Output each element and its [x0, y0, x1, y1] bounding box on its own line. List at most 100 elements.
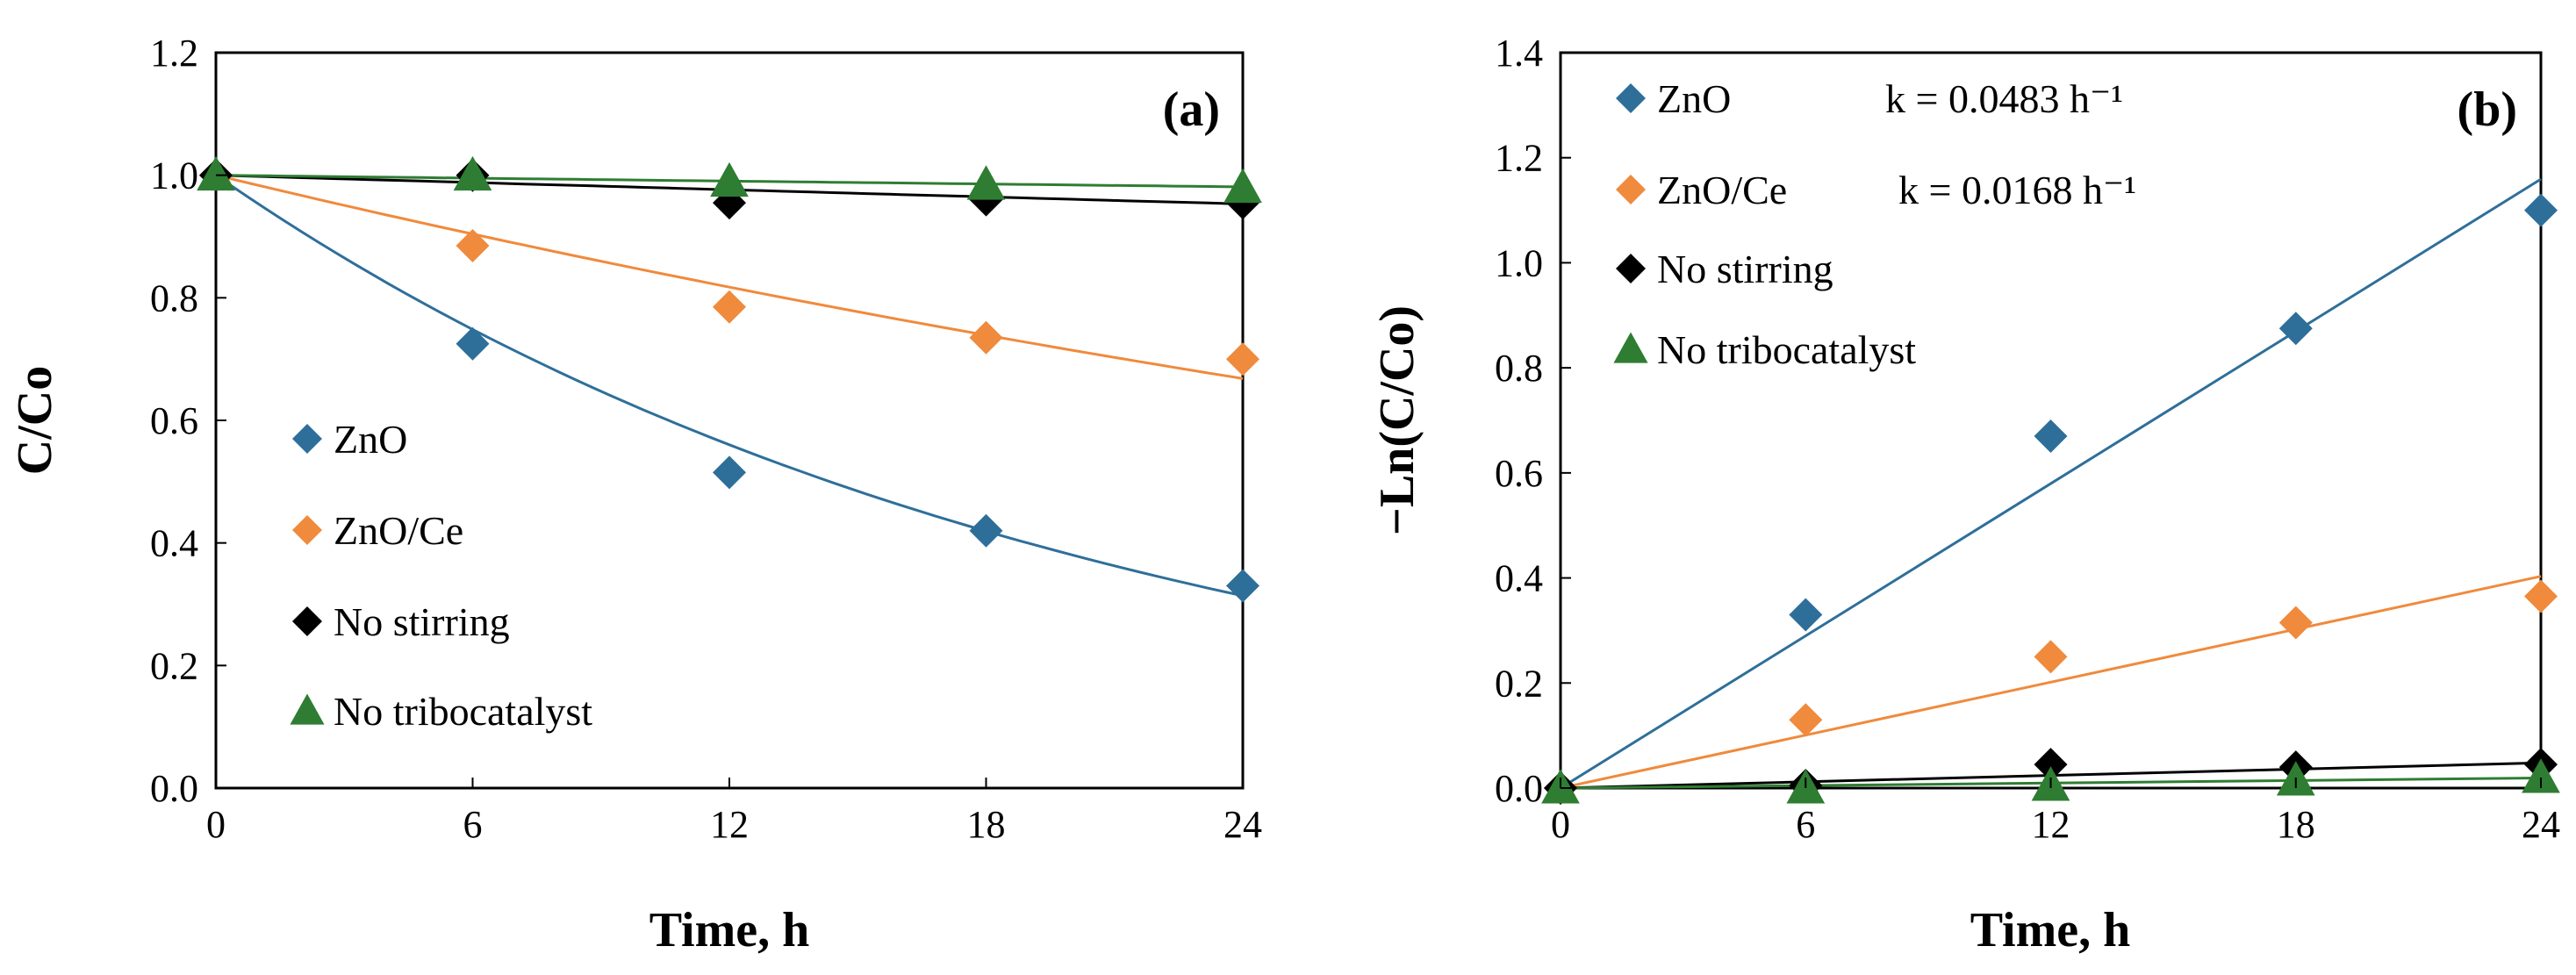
marker-shape: [1226, 342, 1259, 376]
data-point-znoce-b: [2034, 640, 2068, 674]
marker-shape: [456, 229, 490, 262]
x-tick-label: 24: [1223, 803, 1262, 846]
marker-shape: [1223, 168, 1262, 204]
legend-marker-shape: [1616, 175, 1646, 204]
data-point-notribocatalyst-b: [2522, 758, 2560, 793]
legend-marker-notribo-b: [1613, 332, 1648, 363]
marker-shape: [2034, 748, 2068, 782]
y-tick-label: 0.4: [1495, 557, 1543, 600]
x-axis-title-b: Time, h: [1970, 903, 2131, 957]
y-axis-title-a: C/Co: [8, 366, 62, 475]
y-tick-label: 1.0: [1495, 241, 1543, 284]
x-tick-label: 24: [2522, 803, 2560, 846]
data-point-zno-b: [2524, 193, 2558, 227]
marker-shape: [969, 320, 1003, 355]
legend-marker-notribo-a: [290, 693, 325, 725]
x-tick-label: 18: [2277, 803, 2315, 846]
data-point-zno-b: [1789, 598, 1823, 632]
legend-marker-shape: [292, 424, 322, 454]
marker-shape: [966, 165, 1006, 200]
marker-shape: [2034, 419, 2068, 453]
axis-ticks-b: 0.0 0.2 0.4 0.6 0.8 1.0 1.2 1.4 0 6 12 18 24: [1495, 32, 2560, 846]
marker-shape: [969, 513, 1003, 548]
y-axis-title-b: −Ln(C/Co): [1370, 305, 1424, 535]
legend-a: ZnO ZnO/Ce No stirring No tribocatalyst: [290, 417, 592, 734]
marker-shape: [2278, 606, 2313, 640]
legend-marker-zno-a: [292, 424, 322, 454]
x-tick-label: 6: [463, 803, 483, 846]
legend-item-nostirring-a: No stirring: [292, 599, 510, 644]
legend-label-zno-b: ZnO: [1657, 76, 1731, 121]
y-tick-label: 0.6: [1495, 452, 1543, 495]
data-point-znoce-a: [1226, 342, 1259, 376]
data-point-znoce-b: [1789, 703, 1823, 737]
data-point-notribocatalyst-a: [197, 155, 235, 191]
legend-b: ZnO k = 0.0483 h⁻¹ ZnO/Ce k = 0.0168 h⁻¹…: [1613, 76, 2136, 372]
data-points-a: [197, 155, 1262, 603]
legend-annotation-zno-b: k = 0.0483 h⁻¹: [1885, 76, 2123, 121]
legend-label-znoce-b: ZnO/Ce: [1657, 168, 1787, 212]
fit-line-zno-a: [215, 174, 1244, 598]
data-point-zno-b: [2034, 419, 2068, 453]
y-tick-label: 0.8: [150, 276, 198, 319]
y-tick-label: 1.0: [150, 154, 198, 197]
marker-shape: [1226, 569, 1259, 603]
legend-marker-zno-b: [1616, 83, 1646, 113]
fit-line-znoce-a: [215, 174, 1244, 380]
y-tick-label: 0.6: [150, 399, 198, 442]
data-point-zno-b: [2278, 312, 2313, 346]
data-point-notribocatalyst-a: [966, 165, 1006, 200]
data-point-nostirring-b: [2034, 748, 2068, 782]
fit-line-znoce-b: [1560, 575, 2542, 790]
data-point-znoce-a: [456, 229, 490, 262]
marker-shape: [453, 155, 492, 191]
y-tick-label: 0.4: [150, 522, 198, 565]
legend-marker-znoce-a: [292, 515, 322, 545]
y-tick-label: 0.2: [1495, 662, 1543, 705]
legend-marker-nostirring-b: [1616, 254, 1646, 283]
x-tick-label: 6: [1796, 803, 1815, 846]
y-tick-label: 0.8: [1495, 347, 1543, 390]
data-point-zno-a: [456, 326, 490, 361]
legend-item-notribo-a: No tribocatalyst: [290, 689, 592, 734]
legend-label-nostirring-b: No stirring: [1657, 247, 1833, 291]
data-point-znoce-b: [2278, 606, 2313, 640]
fit-line-zno-b: [1560, 177, 2542, 790]
legend-marker-shape: [292, 606, 322, 636]
legend-marker-shape: [1613, 332, 1648, 363]
y-tick-label: 1.2: [150, 32, 198, 75]
data-point-zno-a: [713, 455, 746, 490]
y-tick-label: 0.0: [1495, 767, 1543, 810]
y-tick-label: 0.0: [150, 767, 198, 810]
marker-shape: [2524, 193, 2558, 227]
legend-label-znoce-a: ZnO/Ce: [334, 508, 463, 553]
legend-marker-nostirring-a: [292, 606, 322, 636]
data-point-znoce-a: [713, 290, 746, 324]
x-tick-label: 12: [2032, 803, 2070, 846]
chart-panel-a: 0.0 0.2 0.4 0.6 0.8 1.0 1.2 0 6 12 18 24 Time, h C/…: [8, 32, 1262, 957]
data-point-znoce-a: [969, 320, 1003, 355]
legend-marker-shape: [1616, 83, 1646, 113]
marker-shape: [710, 161, 749, 197]
data-point-znoce-b: [2524, 579, 2558, 613]
data-points-b: [1541, 193, 2560, 805]
panel-label-b: (b): [2458, 82, 2517, 137]
legend-marker-shape: [290, 693, 325, 725]
marker-shape: [713, 290, 746, 324]
legend-label-zno-a: ZnO: [334, 417, 407, 462]
chart-panel-b: 0.0 0.2 0.4 0.6 0.8 1.0 1.2 1.4 0 6 12 18 24 Time, h…: [1370, 32, 2560, 957]
x-axis-title-a: Time, h: [649, 903, 810, 957]
x-tick-label: 0: [206, 803, 226, 846]
marker-shape: [456, 326, 490, 361]
legend-item-znoce-a: ZnO/Ce: [292, 508, 463, 553]
data-point-notribocatalyst-a: [453, 155, 492, 191]
legend-label-nostirring-a: No stirring: [334, 599, 510, 644]
legend-item-znoce-b: ZnO/Ce k = 0.0168 h⁻¹: [1616, 168, 2136, 212]
y-tick-label: 1.4: [1495, 32, 1543, 75]
data-point-zno-a: [1226, 569, 1259, 603]
legend-marker-shape: [1616, 254, 1646, 283]
marker-shape: [2278, 312, 2313, 346]
legend-item-nostirring-b: No stirring: [1616, 247, 1833, 291]
marker-shape: [713, 455, 746, 490]
